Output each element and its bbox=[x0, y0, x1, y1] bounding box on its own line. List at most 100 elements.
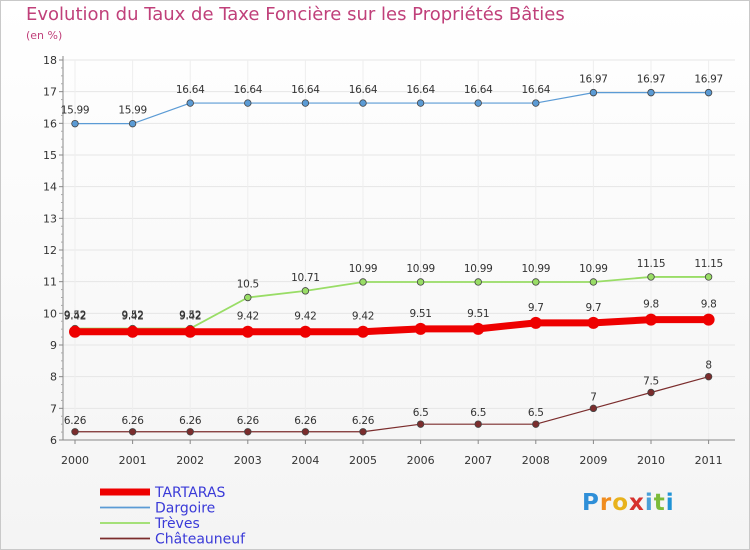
x-tick-label: 2000 bbox=[61, 454, 89, 467]
data-label-chateauneuf: 6.5 bbox=[413, 407, 429, 419]
legend-label-chateauneuf: Châteauneuf bbox=[155, 532, 246, 548]
x-tick-label: 2001 bbox=[119, 454, 147, 467]
series-line-chateauneuf bbox=[74, 376, 710, 433]
data-point-treves bbox=[589, 278, 598, 286]
data-point-tartaras bbox=[241, 325, 254, 338]
y-tick-label: 8 bbox=[50, 371, 57, 384]
data-label-treves: 9.52 bbox=[122, 310, 144, 322]
logo-letter: t bbox=[653, 490, 666, 516]
data-point-treves bbox=[359, 278, 367, 286]
data-label-dargoire: 16.97 bbox=[694, 74, 723, 86]
data-point-dargoire bbox=[359, 99, 367, 107]
data-point-tartaras bbox=[69, 325, 81, 338]
data-point-tartaras bbox=[126, 325, 139, 338]
data-label-tartaras: 9.8 bbox=[701, 299, 717, 311]
logo-letter: i bbox=[644, 490, 654, 516]
legend-label-treves: Trèves bbox=[154, 516, 200, 532]
data-label-treves: 10.5 bbox=[237, 279, 259, 291]
data-label-chateauneuf: 6.26 bbox=[237, 415, 260, 427]
data-label-treves: 10.99 bbox=[522, 263, 551, 275]
data-label-dargoire: 16.64 bbox=[522, 84, 551, 96]
logo-letter: i bbox=[665, 490, 675, 516]
data-point-treves bbox=[301, 287, 310, 295]
data-point-treves bbox=[474, 278, 482, 286]
data-point-tartaras bbox=[587, 316, 600, 329]
data-label-treves: 11.15 bbox=[637, 258, 666, 270]
data-label-treves: 11.15 bbox=[694, 258, 723, 270]
data-point-tartaras bbox=[529, 316, 542, 329]
x-tick-label: 2005 bbox=[349, 454, 377, 467]
x-tick-label: 2008 bbox=[522, 454, 550, 467]
data-label-treves: 10.99 bbox=[464, 263, 493, 275]
series-line-tartaras bbox=[71, 316, 713, 336]
data-label-treves: 10.99 bbox=[579, 263, 608, 275]
y-tick-label: 6 bbox=[50, 434, 57, 447]
legend-label-dargoire: Dargoire bbox=[155, 501, 215, 517]
logo-letter: r bbox=[599, 490, 613, 516]
data-point-tartaras bbox=[357, 325, 369, 338]
y-tick-label: 18 bbox=[43, 54, 57, 67]
data-label-treves: 10.71 bbox=[291, 272, 320, 284]
x-tick-label: 2010 bbox=[637, 454, 665, 467]
data-point-chateauneuf bbox=[704, 372, 713, 381]
data-label-chateauneuf: 7 bbox=[590, 391, 596, 403]
data-point-dargoire bbox=[301, 99, 310, 107]
data-point-dargoire bbox=[589, 88, 598, 97]
data-label-tartaras: 9.42 bbox=[179, 311, 201, 323]
data-label-dargoire: 16.64 bbox=[291, 84, 320, 96]
data-point-treves bbox=[647, 273, 655, 281]
data-point-dargoire bbox=[704, 88, 713, 97]
data-point-dargoire bbox=[244, 99, 252, 107]
data-point-chateauneuf bbox=[589, 404, 598, 413]
series-line-dargoire bbox=[74, 92, 710, 125]
data-label-tartaras: 9.51 bbox=[410, 308, 432, 320]
data-point-tartaras bbox=[299, 325, 312, 338]
data-label-tartaras: 9.51 bbox=[467, 308, 489, 320]
data-label-treves: 10.99 bbox=[349, 263, 378, 275]
data-point-dargoire bbox=[474, 99, 482, 107]
data-label-dargoire: 16.64 bbox=[349, 84, 378, 96]
data-label-dargoire: 16.64 bbox=[234, 84, 263, 96]
x-tick-label: 2003 bbox=[234, 454, 262, 467]
x-tick-label: 2004 bbox=[291, 454, 319, 467]
data-point-dargoire bbox=[71, 119, 79, 128]
y-tick-label: 16 bbox=[43, 117, 57, 130]
data-label-dargoire: 16.97 bbox=[637, 74, 666, 86]
data-label-chateauneuf: 6.5 bbox=[470, 407, 486, 419]
data-label-dargoire: 15.99 bbox=[118, 105, 147, 117]
data-point-chateauneuf bbox=[532, 420, 540, 428]
x-tick-label: 2009 bbox=[579, 454, 607, 467]
y-tick-label: 12 bbox=[43, 244, 57, 257]
data-label-chateauneuf: 6.5 bbox=[528, 407, 544, 419]
data-point-treves bbox=[532, 278, 540, 286]
data-point-tartaras bbox=[645, 313, 657, 326]
data-point-dargoire bbox=[186, 99, 194, 107]
y-tick-label: 7 bbox=[50, 402, 57, 415]
x-tick-label: 2006 bbox=[407, 454, 435, 467]
data-point-treves bbox=[244, 293, 252, 302]
data-label-tartaras: 9.42 bbox=[237, 311, 259, 323]
data-label-dargoire: 16.64 bbox=[176, 84, 205, 96]
data-point-treves bbox=[416, 278, 425, 286]
chart-title: Evolution du Taux de Taxe Foncière sur l… bbox=[26, 4, 565, 25]
y-tick-label: 17 bbox=[43, 86, 57, 99]
data-label-treves: 9.52 bbox=[64, 310, 86, 322]
y-tick-label: 9 bbox=[50, 339, 57, 352]
data-label-chateauneuf: 6.26 bbox=[122, 415, 145, 427]
data-point-chateauneuf bbox=[244, 428, 252, 436]
data-label-chateauneuf: 7.5 bbox=[643, 376, 659, 388]
data-label-chateauneuf: 6.26 bbox=[294, 415, 317, 427]
proxiti-logo: Proxiti bbox=[582, 490, 675, 516]
data-point-tartaras bbox=[472, 322, 485, 335]
data-point-dargoire bbox=[416, 99, 425, 107]
data-point-dargoire bbox=[647, 88, 655, 97]
data-label-treves: 10.99 bbox=[406, 263, 435, 275]
data-point-chateauneuf bbox=[647, 388, 655, 397]
data-label-tartaras: 9.7 bbox=[528, 302, 544, 314]
y-tick-label: 11 bbox=[43, 276, 57, 289]
x-tick-label: 2002 bbox=[176, 454, 204, 467]
data-label-tartaras: 9.42 bbox=[64, 311, 86, 323]
logo-letter: P bbox=[582, 490, 600, 516]
y-tick-label: 15 bbox=[43, 149, 57, 162]
data-label-tartaras: 9.42 bbox=[352, 311, 374, 323]
